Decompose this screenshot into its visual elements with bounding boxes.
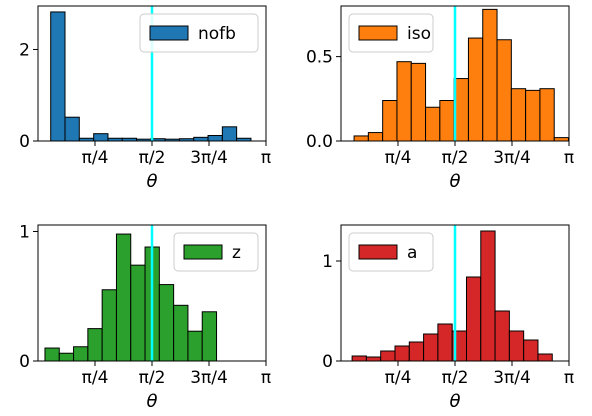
legend-label: iso (407, 24, 431, 44)
y-tick-label: 1 (322, 252, 333, 272)
histogram-bar (351, 355, 367, 362)
legend-swatch (149, 25, 189, 41)
legend-frame (139, 13, 259, 53)
chart-panel-a: π/4 π/2 3π/4 π 0 1 θ a (322, 224, 574, 412)
y-tick-label: 0.5 (306, 48, 333, 68)
histogram-bar (382, 100, 398, 142)
histogram-bar (173, 304, 189, 362)
y-tick-label: 1 (19, 222, 30, 242)
x-tick-label: π/4 (82, 368, 109, 388)
legend-label: a (407, 243, 417, 263)
legend-swatch (358, 25, 398, 41)
x-axis-label: θ (146, 171, 157, 192)
histogram-bar (525, 89, 541, 142)
histogram-bar (437, 323, 453, 362)
x-tick-label: π/4 (82, 148, 109, 168)
histogram-bar (101, 289, 117, 362)
histogram-bar (367, 132, 384, 142)
legend: a (348, 232, 434, 272)
histogram-bar (496, 39, 512, 142)
histogram-bar (467, 37, 484, 142)
histogram-bar (453, 78, 469, 142)
x-tick-label: π/2 (442, 368, 469, 388)
histogram-bar (187, 330, 203, 362)
histogram-bar (193, 136, 209, 142)
histogram-bar (380, 350, 396, 362)
x-tick-label: π (564, 368, 574, 388)
histogram-bar (221, 126, 238, 142)
histogram-bar (50, 11, 66, 142)
histogram-bar (482, 8, 498, 142)
legend: z (173, 232, 259, 272)
legend-label: nofb (198, 24, 236, 44)
histogram-bar (523, 339, 539, 362)
x-tick-label: π (564, 148, 574, 168)
x-tick-label: 3π/4 (493, 148, 531, 168)
chart-panel-nofb: π/4 π/2 3π/4 π 0 2 θ nofb (19, 5, 271, 192)
x-tick-label: π (261, 148, 271, 168)
histogram-bar (93, 133, 109, 142)
histogram-bar (494, 310, 510, 362)
legend-swatch (358, 244, 398, 260)
histogram-bar (158, 284, 175, 362)
histogram-bar (201, 311, 218, 362)
histogram-bar (410, 62, 427, 142)
histogram-bar (396, 61, 412, 142)
legend: iso (348, 13, 434, 53)
histogram-bar (394, 345, 410, 362)
histogram-bar (44, 347, 60, 362)
histogram-bar (353, 135, 369, 142)
histogram-bar (64, 116, 80, 142)
x-axis-label: θ (449, 391, 460, 412)
y-tick-label: 0 (19, 132, 30, 152)
x-tick-label: π (261, 368, 271, 388)
histogram-bar (207, 135, 223, 142)
x-tick-label: 3π/4 (493, 368, 531, 388)
legend-label: z (232, 243, 241, 263)
chart-panel-iso: π/4 π/2 3π/4 π 0.0 0.5 θ iso (306, 5, 574, 192)
histogram-bar (553, 137, 570, 142)
histogram-bar (439, 100, 455, 142)
x-tick-label: π/4 (385, 148, 412, 168)
histogram-bar (58, 352, 75, 362)
x-tick-label: 3π/4 (190, 368, 228, 388)
y-tick-label: 0 (19, 352, 30, 372)
histogram-bar (365, 356, 382, 362)
histogram-bar (508, 330, 525, 362)
y-tick-label: 0.0 (306, 132, 333, 152)
y-tick-label: 2 (19, 40, 30, 60)
histogram-bar (423, 333, 439, 362)
chart-panel-z: π/4 π/2 3π/4 π 0 1 θ z (19, 222, 271, 412)
x-tick-label: π/2 (139, 148, 166, 168)
histogram-bar (510, 88, 527, 142)
legend: nofb (139, 13, 259, 53)
histogram-bar (408, 341, 425, 362)
histogram-bar (425, 106, 441, 142)
x-tick-label: π/2 (442, 148, 469, 168)
histogram-bar (115, 233, 132, 362)
x-tick-label: π/2 (139, 368, 166, 388)
histogram-bar (87, 328, 103, 362)
y-tick-label: 0 (322, 352, 333, 372)
x-tick-label: 3π/4 (190, 148, 228, 168)
histogram-bar (130, 264, 146, 362)
x-axis-label: θ (146, 391, 157, 412)
histogram-bar (539, 88, 555, 142)
x-axis-label: θ (449, 171, 460, 192)
x-tick-label: π/4 (385, 368, 412, 388)
legend-swatch (183, 244, 223, 260)
histogram-bar (537, 353, 553, 362)
histogram-bar (480, 230, 496, 362)
histogram-bar (73, 346, 89, 362)
histogram-bar (465, 276, 482, 362)
